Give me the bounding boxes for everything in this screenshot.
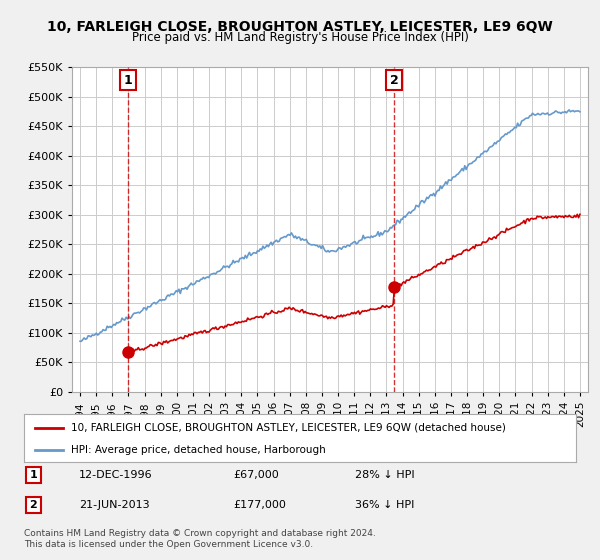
Text: 21-JUN-2013: 21-JUN-2013 [79, 500, 150, 510]
Text: 36% ↓ HPI: 36% ↓ HPI [355, 500, 415, 510]
Text: £177,000: £177,000 [234, 500, 287, 510]
Text: 2: 2 [389, 74, 398, 87]
Text: 1: 1 [29, 470, 37, 480]
Text: 2: 2 [29, 500, 37, 510]
Text: Contains HM Land Registry data © Crown copyright and database right 2024.
This d: Contains HM Land Registry data © Crown c… [24, 529, 376, 549]
Text: 10, FARLEIGH CLOSE, BROUGHTON ASTLEY, LEICESTER, LE9 6QW (detached house): 10, FARLEIGH CLOSE, BROUGHTON ASTLEY, LE… [71, 423, 506, 433]
Text: 28% ↓ HPI: 28% ↓ HPI [355, 470, 415, 480]
Text: 10, FARLEIGH CLOSE, BROUGHTON ASTLEY, LEICESTER, LE9 6QW: 10, FARLEIGH CLOSE, BROUGHTON ASTLEY, LE… [47, 20, 553, 34]
Text: HPI: Average price, detached house, Harborough: HPI: Average price, detached house, Harb… [71, 445, 326, 455]
Text: Price paid vs. HM Land Registry's House Price Index (HPI): Price paid vs. HM Land Registry's House … [131, 31, 469, 44]
Text: 12-DEC-1996: 12-DEC-1996 [79, 470, 153, 480]
Text: £67,000: £67,000 [234, 470, 280, 480]
Text: 1: 1 [123, 74, 132, 87]
